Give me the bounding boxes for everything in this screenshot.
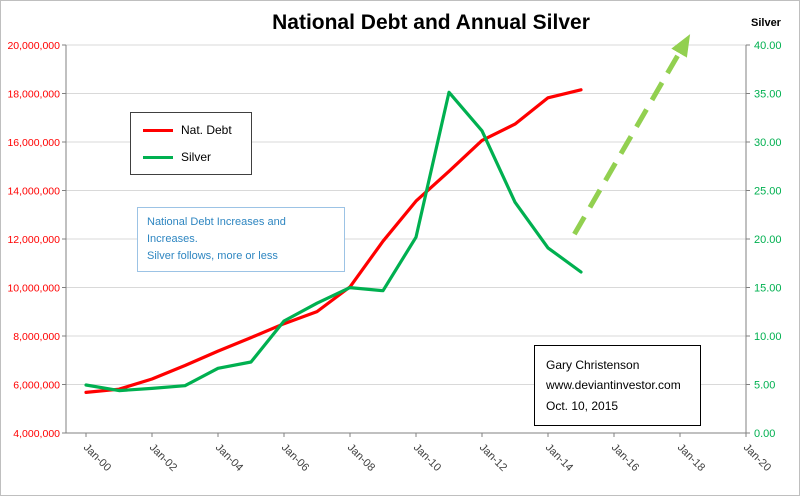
left-axis-tick-label: 6,000,000 [13, 380, 60, 392]
legend-label-silver: Silver [181, 150, 212, 164]
right-axis-tick-label: 25.00 [754, 186, 782, 198]
series-line-silver [84, 90, 583, 393]
left-axis-tick-label: 10,000,000 [7, 283, 60, 295]
left-axis-tick-label: 14,000,000 [7, 186, 60, 198]
annotation-line-2: Silver follows, more or less [147, 250, 278, 263]
legend-item-silver: Silver [143, 150, 239, 164]
x-axis-tick-label: Jan-16 [609, 442, 641, 474]
right-axis-tick-label: 0.00 [754, 428, 775, 440]
credit-line-2: www.deviantinvestor.com [546, 378, 681, 393]
right-axis-tick-label: 10.00 [754, 331, 782, 343]
x-axis-tick-label: Jan-20 [741, 442, 773, 474]
x-axis-tick-label: Jan-04 [213, 442, 245, 474]
x-axis-tick-label: Jan-00 [81, 442, 113, 474]
series-line-nat-debt [84, 88, 583, 394]
right-axis-tick-label: 30.00 [754, 137, 782, 149]
left-axis-tick-label: 8,000,000 [13, 331, 60, 343]
legend-box: Nat. Debt Silver [130, 112, 252, 175]
right-axis-tick-label: 20.00 [754, 234, 782, 246]
left-axis-tick-label: 16,000,000 [7, 137, 60, 149]
x-axis-tick-label: Jan-10 [411, 442, 443, 474]
legend-label-nat-debt: Nat. Debt [181, 123, 232, 137]
left-axis-tick-label: 12,000,000 [7, 234, 60, 246]
right-axis-tick-label: 15.00 [754, 283, 782, 295]
right-axis-title: Silver [751, 17, 781, 29]
right-axis-tick-label: 5.00 [754, 380, 775, 392]
annotation-box: National Debt Increases and Increases. S… [137, 207, 345, 273]
annotation-line-1: National Debt Increases and Increases. [147, 216, 286, 246]
left-axis-tick-label: 20,000,000 [7, 40, 60, 52]
right-axis-tick-label: 40.00 [754, 40, 782, 52]
x-axis-tick-label: Jan-14 [543, 442, 575, 474]
silver-projection-arrow [572, 34, 691, 236]
x-axis-tick-label: Jan-06 [279, 442, 311, 474]
credit-line-1: Gary Christenson [546, 358, 640, 372]
chart-title: National Debt and Annual Silver [272, 11, 590, 34]
x-axis-tick-label: Jan-18 [675, 442, 707, 474]
silver-line-swatch [143, 155, 173, 159]
left-axis-tick-label: 18,000,000 [7, 89, 60, 101]
credit-line-3: Oct. 10, 2015 [546, 398, 619, 413]
legend-item-nat-debt: Nat. Debt [143, 123, 239, 137]
x-axis-tick-label: Jan-08 [345, 442, 377, 474]
credit-box: Gary Christenson www.deviantinvestor.com… [534, 345, 701, 427]
debt-line-swatch [143, 128, 173, 132]
x-axis-tick-label: Jan-12 [477, 442, 509, 474]
right-axis-tick-label: 35.00 [754, 89, 782, 101]
x-axis-tick-label: Jan-02 [147, 442, 179, 474]
left-axis-tick-label: 4,000,000 [13, 428, 60, 440]
